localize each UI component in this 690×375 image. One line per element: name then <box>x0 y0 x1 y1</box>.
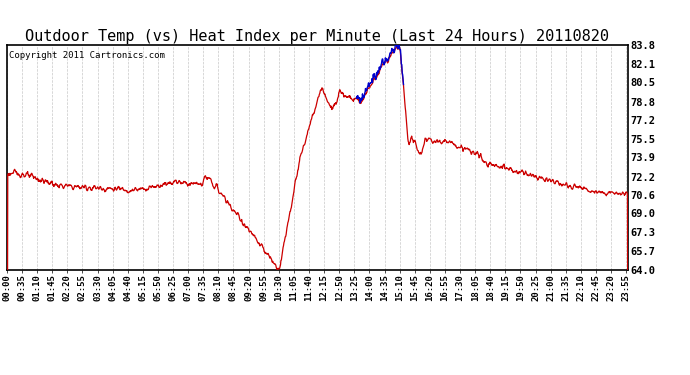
Title: Outdoor Temp (vs) Heat Index per Minute (Last 24 Hours) 20110820: Outdoor Temp (vs) Heat Index per Minute … <box>26 29 609 44</box>
Text: Copyright 2011 Cartronics.com: Copyright 2011 Cartronics.com <box>9 51 165 60</box>
